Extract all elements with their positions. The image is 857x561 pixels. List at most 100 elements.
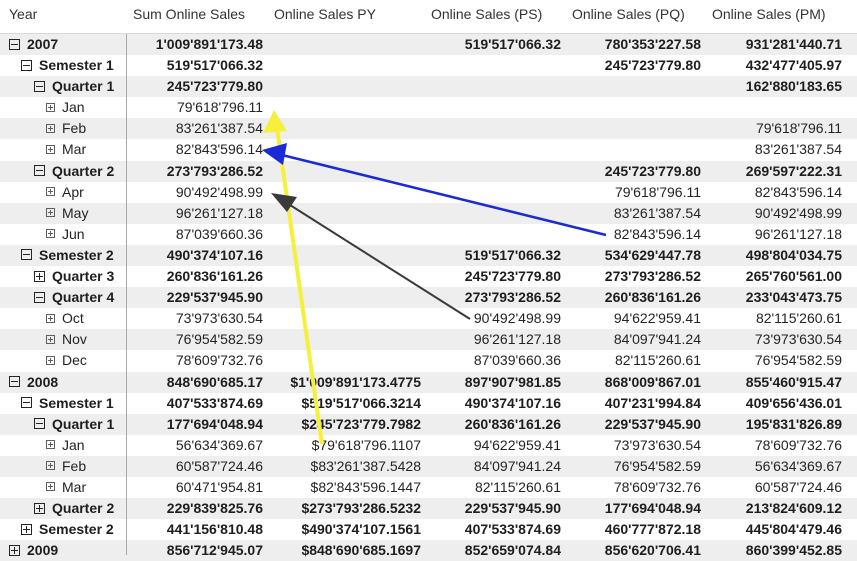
table-row[interactable]: Feb 83'261'387.54 79'618'796.11 [0, 118, 857, 140]
row-header: Jan [46, 437, 85, 453]
collapse-icon[interactable] [21, 59, 32, 71]
expand-icon[interactable] [46, 461, 55, 471]
value-cell: 177'694'048.94 [604, 500, 701, 517]
header-sum-online-sales[interactable]: Sum Online Sales [133, 6, 246, 22]
table-row[interactable]: Quarter 4 229'537'945.90 273'793'286.52 260… [0, 287, 857, 309]
header-year[interactable]: Year [9, 6, 38, 22]
table-row[interactable]: 2007 1'009'891'173.48 519'517'066.32 780'35… [0, 34, 857, 56]
value-cell: 82'843'596.14 [613, 225, 701, 242]
value-cell: 407'533'874.69 [166, 394, 263, 411]
row-label: 2009 [27, 542, 59, 559]
expand-icon[interactable] [21, 523, 32, 535]
collapse-icon[interactable] [9, 38, 20, 50]
collapse-icon[interactable] [21, 397, 32, 409]
row-header: May [46, 205, 88, 221]
table-row[interactable]: Apr 90'492'498.99 79'618'796.11 82'843'596.… [0, 182, 857, 203]
value-cell: 860'399'452.85 [745, 542, 842, 559]
table-row[interactable]: Quarter 2 273'793'286.52 245'723'779.80 269… [0, 160, 857, 182]
header-online-sales-py[interactable]: Online Sales PY [274, 6, 376, 22]
matrix-body: 2007 1'009'891'173.48 519'517'066.32 780'35… [0, 34, 857, 561]
value-cell: 90'492'498.99 [754, 204, 842, 221]
table-row[interactable]: Semester 1 519'517'066.32 245'723'779.80 43… [0, 55, 857, 76]
table-row[interactable]: 2008 848'690'685.17 $1'009'891'173.4775 897… [0, 371, 857, 393]
table-row[interactable]: Dec 78'609'732.76 87'039'660.36 82'115'260.… [0, 350, 857, 371]
collapse-icon[interactable] [34, 418, 45, 430]
row-label: Semester 1 [39, 57, 114, 74]
value-cell: $1'009'891'173.4775 [290, 373, 421, 390]
expand-icon[interactable] [34, 270, 45, 282]
value-cell: 83'261'387.54 [175, 120, 263, 137]
table-row[interactable]: Jun 87'039'660.36 82'843'596.14 96'261'127.… [0, 224, 857, 245]
row-label: Mar [62, 141, 87, 158]
value-cell: 96'261'127.18 [754, 225, 842, 242]
value-cell: 78'609'732.76 [613, 478, 701, 495]
collapse-icon[interactable] [21, 249, 32, 261]
expand-icon[interactable] [46, 440, 55, 450]
value-cell: 56'634'369.67 [754, 457, 842, 474]
expand-icon[interactable] [46, 144, 55, 154]
table-row[interactable]: 2009 856'712'945.07 $848'690'685.1697 852'6… [0, 540, 857, 561]
table-row[interactable]: Oct 73'973'630.54 90'492'498.99 94'622'959.… [0, 308, 857, 329]
value-cell: 848'690'685.17 [166, 373, 263, 390]
row-label: Jan [62, 99, 85, 116]
value-cell: 855'460'915.47 [745, 373, 842, 390]
value-cell: 78'609'732.76 [175, 352, 263, 369]
table-row[interactable]: Quarter 3 260'836'161.26 245'723'779.80 273… [0, 266, 857, 287]
value-cell: 460'777'872.18 [604, 521, 701, 538]
collapse-icon[interactable] [34, 80, 45, 92]
expand-icon[interactable] [46, 313, 55, 323]
value-cell: 87'039'660.36 [473, 352, 561, 369]
collapse-icon[interactable] [34, 165, 45, 177]
table-row[interactable]: Quarter 1 245'723'779.80 162'880'183.65 [0, 76, 857, 98]
value-cell: 273'793'286.52 [464, 289, 561, 306]
value-cell: 931'281'440.71 [745, 36, 842, 52]
row-label: Feb [62, 120, 87, 137]
table-row[interactable]: May 96'261'127.18 83'261'387.54 90'492'498.… [0, 202, 857, 224]
expand-icon[interactable] [34, 502, 45, 514]
table-row[interactable]: Quarter 1 177'694'048.94 $245'723'779.7982… [0, 413, 857, 435]
expand-icon[interactable] [46, 187, 55, 197]
value-cell: 519'517'066.32 [464, 246, 561, 263]
value-cell: 82'115'260.61 [614, 352, 701, 369]
value-cell: 96'261'127.18 [175, 204, 263, 221]
row-label: Oct [62, 310, 84, 327]
expand-icon[interactable] [46, 123, 55, 133]
header-online-sales-ps[interactable]: Online Sales (PS) [431, 6, 543, 22]
expand-icon[interactable] [46, 102, 55, 112]
header-online-sales-pm[interactable]: Online Sales (PM) [712, 6, 826, 22]
value-cell: 73'973'630.54 [613, 436, 701, 453]
value-cell: 245'723'779.80 [604, 57, 701, 74]
table-row[interactable]: Jan 56'634'369.67 $79'618'796.1107 94'622'9… [0, 435, 857, 456]
value-cell: 94'622'959.41 [613, 310, 701, 327]
table-row[interactable]: Mar 60'471'954.81 $82'843'596.1447 82'115'2… [0, 477, 857, 498]
expand-icon[interactable] [46, 229, 55, 239]
table-row[interactable]: Jan 79'618'796.11 [0, 97, 857, 118]
table-row[interactable]: Semester 2 441'156'810.48 $490'374'107.156… [0, 519, 857, 540]
expand-icon[interactable] [46, 334, 55, 344]
row-header: Feb [46, 120, 86, 136]
value-cell: 79'618'796.11 [176, 99, 263, 116]
row-header: Quarter 1 [34, 416, 114, 432]
row-header: Semester 2 [21, 247, 114, 263]
header-online-sales-pq[interactable]: Online Sales (PQ) [572, 6, 685, 22]
row-label: Jun [62, 225, 85, 242]
value-cell: 534'629'447.78 [604, 246, 701, 263]
expand-icon[interactable] [46, 355, 55, 365]
value-cell: 1'009'891'173.48 [155, 36, 263, 52]
expand-icon[interactable] [46, 482, 55, 492]
table-row[interactable]: Quarter 2 229'839'825.76 $273'793'286.5232… [0, 498, 857, 520]
collapse-icon[interactable] [34, 291, 45, 303]
table-row[interactable]: Nov 76'954'582.59 96'261'127.18 84'097'941.… [0, 329, 857, 351]
value-cell: 87'039'660.36 [175, 225, 263, 242]
table-row[interactable]: Semester 1 407'533'874.69 $519'517'066.321… [0, 393, 857, 414]
value-cell: 79'618'796.11 [614, 183, 701, 200]
table-row[interactable]: Mar 82'843'596.14 83'261'387.54 [0, 139, 857, 160]
row-header: Semester 1 [21, 57, 114, 73]
value-cell: 273'793'286.52 [166, 162, 263, 179]
expand-icon[interactable] [9, 544, 20, 556]
value-cell: 56'634'369.67 [175, 436, 263, 453]
table-row[interactable]: Semester 2 490'374'107.16 519'517'066.32 53… [0, 244, 857, 267]
table-row[interactable]: Feb 60'587'724.46 $83'261'387.5428 84'097'9… [0, 455, 857, 477]
expand-icon[interactable] [46, 208, 55, 218]
collapse-icon[interactable] [9, 376, 20, 387]
